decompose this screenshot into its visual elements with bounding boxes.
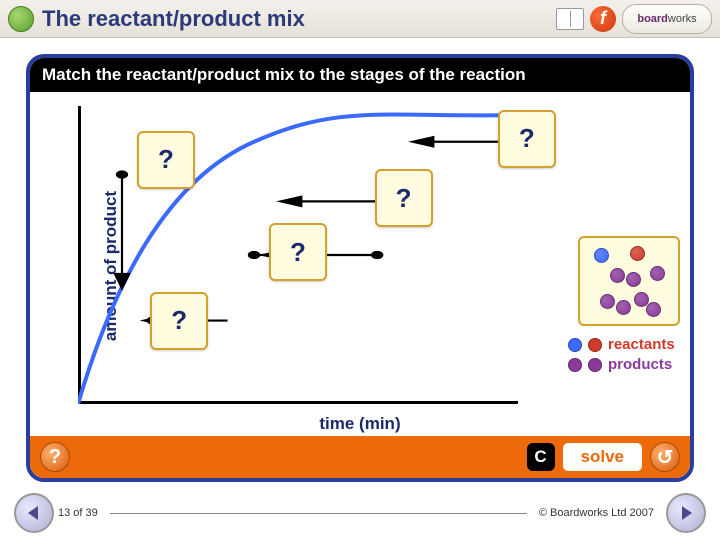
panel-title: Match the reactant/product mix to the st… xyxy=(30,58,690,92)
prev-slide-button[interactable] xyxy=(14,493,54,533)
solve-button[interactable]: solve xyxy=(563,443,642,471)
molecule-ball-icon xyxy=(626,272,641,287)
molecule-ball-icon xyxy=(600,294,615,309)
footer-rule xyxy=(110,513,527,514)
reactant-ball-1-icon xyxy=(568,338,582,352)
activity-toolbar: ? C solve ↺ xyxy=(30,436,690,478)
molecule-ball-icon xyxy=(630,246,645,261)
molecule-ball-icon xyxy=(646,302,661,317)
molecule-ball-icon xyxy=(610,268,625,283)
help-button[interactable]: ? xyxy=(40,442,70,472)
legend-products: products xyxy=(568,356,680,373)
molecule-box[interactable] xyxy=(578,236,680,326)
legend-products-label: products xyxy=(608,356,672,373)
page-title: The reactant/product mix xyxy=(42,6,556,32)
legend: reactants products xyxy=(568,336,680,373)
product-ball-1-icon xyxy=(568,358,582,372)
x-axis-label: time (min) xyxy=(319,414,400,434)
question-box[interactable]: ? xyxy=(269,223,327,281)
question-box[interactable]: ? xyxy=(150,292,208,350)
undo-button[interactable]: ↺ xyxy=(650,442,680,472)
reactant-ball-2-icon xyxy=(588,338,602,352)
question-box[interactable]: ? xyxy=(137,131,195,189)
question-box[interactable]: ? xyxy=(375,169,433,227)
check-button[interactable]: C xyxy=(527,443,555,471)
next-slide-button[interactable] xyxy=(666,493,706,533)
chemistry-icon xyxy=(8,6,34,32)
footer: 13 of 39 © Boardworks Ltd 2007 xyxy=(0,486,720,540)
legend-reactants-label: reactants xyxy=(608,336,675,353)
book-icon[interactable] xyxy=(556,8,584,30)
legend-reactants: reactants xyxy=(568,336,680,353)
molecule-ball-icon xyxy=(616,300,631,315)
right-panel: reactants products xyxy=(530,236,680,376)
page-number: 13 of 39 xyxy=(54,507,102,519)
header-bar: The reactant/product mix f boardworks xyxy=(0,0,720,38)
flash-icon[interactable]: f xyxy=(590,6,616,32)
activity-panel: Match the reactant/product mix to the st… xyxy=(26,54,694,482)
header-right: f boardworks xyxy=(556,4,712,34)
copyright: © Boardworks Ltd 2007 xyxy=(535,507,658,519)
product-ball-2-icon xyxy=(588,358,602,372)
question-box[interactable]: ? xyxy=(498,110,556,168)
molecule-ball-icon xyxy=(594,248,609,263)
brand-logo: boardworks xyxy=(622,4,712,34)
chart-area: amount of product time (min) ????? xyxy=(30,96,690,436)
plot-region: ????? xyxy=(78,106,518,404)
molecule-ball-icon xyxy=(650,266,665,281)
